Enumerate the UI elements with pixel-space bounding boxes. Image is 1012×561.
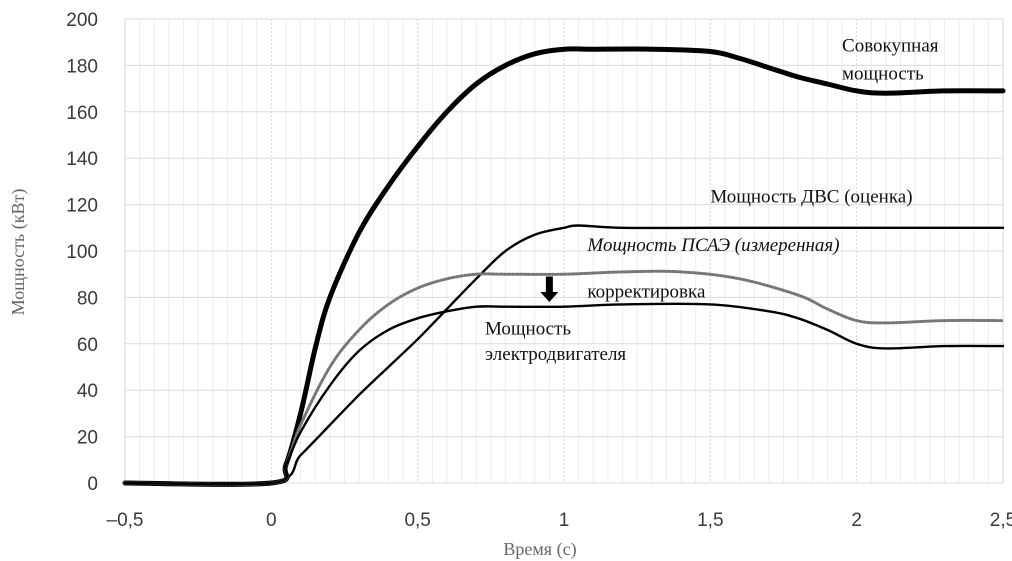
- y-tick-label: 0: [87, 474, 98, 495]
- correction-arrow-shaft: [545, 276, 553, 294]
- annotation-label: Мощность ДВС (оценка): [710, 186, 912, 207]
- series-line: [123, 269, 1005, 486]
- annotation-label: Мощность: [485, 319, 571, 340]
- y-tick-label: 160: [66, 103, 98, 124]
- x-tick-label: 1: [559, 510, 570, 531]
- correction-arrow-icon: [540, 292, 559, 303]
- x-tick-label: 0,5: [404, 510, 430, 531]
- series-line: [122, 46, 1006, 487]
- x-axis-title: Время (с): [503, 539, 576, 560]
- series-lines: [122, 46, 1006, 487]
- y-tick-label: 180: [66, 56, 98, 77]
- x-axis-ticks: –0,5 0 0,5 1 1,5 2 2,5: [107, 510, 1012, 531]
- annotation-label: корректировка: [587, 281, 706, 302]
- annotation-label: Мощность ПСАЭ (измеренная): [586, 235, 839, 256]
- annotations: Совокупная мощность Мощность ДВС (оценка) М…: [485, 35, 939, 365]
- y-tick-label: 140: [66, 149, 98, 170]
- grid: [124, 18, 1004, 484]
- annotation-label: электродвигателя: [485, 344, 626, 365]
- y-axis-ticks: 0 20 40 60 80 100 120 140 160 180 200: [66, 10, 98, 495]
- y-tick-label: 20: [77, 428, 98, 449]
- y-tick-label: 200: [66, 10, 98, 31]
- y-axis-title: Мощность (кВт): [8, 189, 29, 316]
- y-tick-label: 60: [77, 335, 98, 356]
- x-tick-label: –0,5: [107, 510, 144, 531]
- annotation-label: мощность: [842, 63, 924, 84]
- y-tick-label: 80: [77, 288, 98, 309]
- y-tick-label: 100: [66, 242, 98, 263]
- series-line: [123, 224, 1005, 487]
- x-tick-label: 0: [266, 510, 277, 531]
- y-tick-label: 120: [66, 196, 98, 217]
- x-tick-label: 2: [851, 510, 862, 531]
- x-tick-label: 2,5: [990, 510, 1012, 531]
- series-line: [123, 302, 1005, 486]
- y-tick-label: 40: [77, 381, 98, 402]
- x-tick-label: 1,5: [697, 510, 723, 531]
- annotation-label: Совокупная: [842, 35, 939, 56]
